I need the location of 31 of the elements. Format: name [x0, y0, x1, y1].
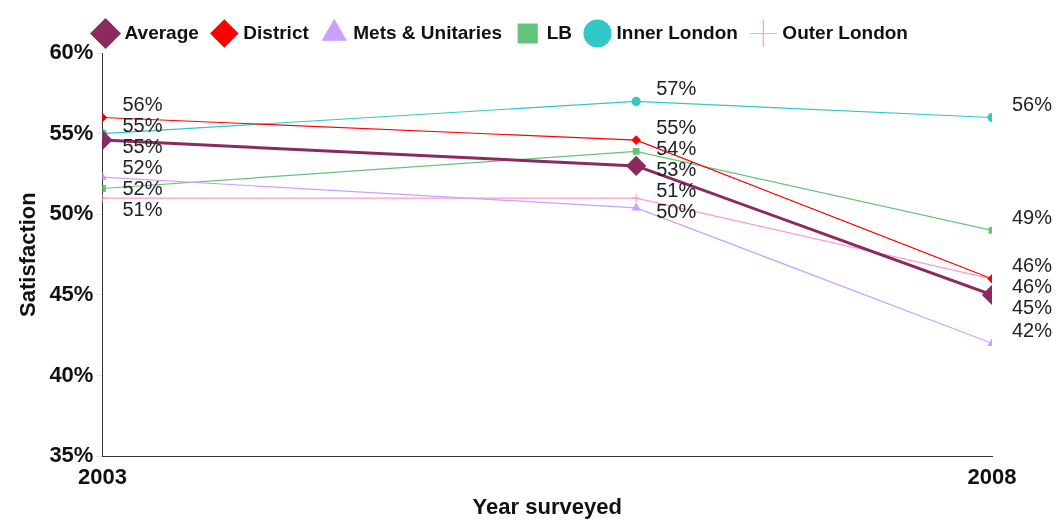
legend-label: LB: [546, 21, 572, 43]
y-tick-label: 50%: [49, 200, 94, 226]
data-label: 52%: [122, 156, 163, 179]
data-label: 55%: [656, 115, 697, 138]
data-label: 50%: [656, 199, 697, 222]
data-label: 45%: [1012, 296, 1053, 319]
data-label: 42%: [1012, 318, 1053, 341]
legend-label: Mets & Unitaries: [353, 21, 503, 43]
data-label: 54%: [656, 136, 697, 159]
data-label: 52%: [122, 177, 163, 200]
y-tick-label: 40%: [49, 361, 94, 387]
legend-label: District: [243, 21, 310, 43]
data-label: 46%: [1012, 254, 1053, 277]
legend-label: Inner London: [616, 21, 738, 43]
data-label: 51%: [122, 198, 163, 221]
y-tick-label: 60%: [49, 39, 94, 65]
x-tick-label: 2008: [967, 464, 1017, 490]
data-label: 53%: [656, 157, 697, 180]
y-tick-label: 45%: [49, 280, 94, 306]
legend-label: Average: [124, 21, 199, 43]
data-label: 49%: [1012, 205, 1053, 228]
x-axis-title: Year surveyed: [472, 493, 622, 519]
legend-label: Outer London: [782, 21, 908, 43]
data-label: 57%: [656, 76, 697, 99]
y-tick-label: 55%: [49, 119, 94, 145]
data-label: 55%: [122, 114, 163, 137]
data-label: 51%: [656, 178, 697, 201]
data-label: 56%: [1012, 93, 1053, 116]
data-label: 56%: [122, 93, 163, 116]
y-axis-title: Satisfaction: [15, 192, 41, 317]
data-label: 46%: [1012, 275, 1053, 298]
